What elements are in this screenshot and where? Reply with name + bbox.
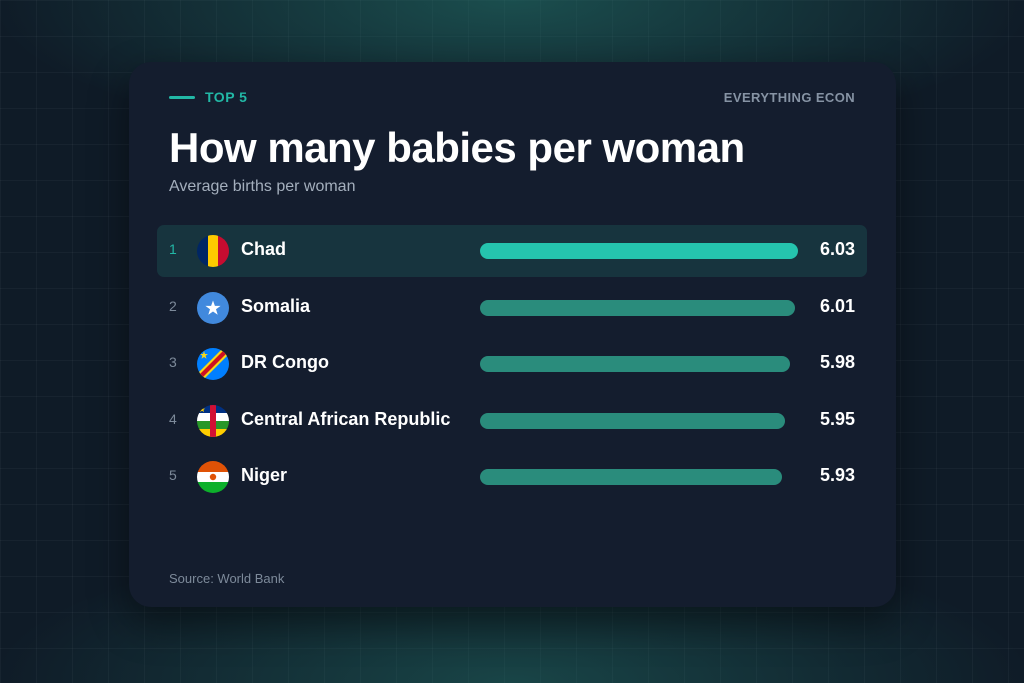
ranking-row-dr-congo: 3 DR Congo 5.98: [157, 338, 867, 390]
ranking-row-chad: 1 Chad 6.03: [157, 225, 867, 277]
country-name: Chad: [241, 239, 286, 259]
bar-track: [480, 412, 798, 429]
rank-label: 4: [169, 410, 177, 427]
top-tag: TOP 5: [205, 89, 248, 105]
value-label: 5.98: [819, 352, 855, 372]
ranking-row-niger: 5 Niger 5.93: [157, 451, 867, 503]
country-name: Central African Republic: [241, 408, 451, 429]
source-note: Source: World Bank: [169, 571, 285, 586]
chart-title: How many babies per woman: [169, 124, 745, 171]
chart-card: TOP 5 EVERYTHING ECON How many babies pe…: [129, 62, 896, 607]
bar-central-african-republic: [480, 412, 786, 429]
bar-somalia: [480, 299, 795, 316]
tag-accent-line: [169, 96, 195, 99]
somalia-flag-icon: [197, 291, 229, 324]
brand-label: EVERYTHING ECON: [723, 90, 855, 105]
ranking-row-central-african-republic: 4 Central African Republic 5.95: [157, 395, 867, 447]
bar-track: [480, 356, 798, 372]
niger-flag-icon: [197, 461, 229, 493]
bar-track: [480, 243, 798, 259]
value-label: 6.03: [819, 239, 855, 259]
country-name: Niger: [241, 465, 288, 485]
bar-dr-congo: [480, 356, 791, 372]
ranking-row-somalia: 2 Somalia 6.01: [157, 282, 867, 334]
rank-label: 2: [169, 297, 177, 314]
value-label: 5.95: [819, 408, 855, 429]
dr-congo-flag-icon: [197, 348, 229, 380]
chad-flag-icon: [197, 235, 229, 267]
value-label: 6.01: [819, 295, 855, 316]
rank-label: 5: [169, 467, 177, 483]
rank-label: 3: [169, 354, 177, 370]
ranking-list: 1 Chad 6.03 2 Somalia: [157, 225, 867, 508]
country-name: DR Congo: [241, 352, 329, 372]
bar-track: [480, 469, 798, 485]
bar-niger: [480, 469, 783, 485]
rank-label: 1: [169, 241, 177, 257]
country-name: Somalia: [241, 295, 311, 316]
central-african-republic-flag-icon: [197, 404, 229, 437]
chart-subtitle: Average births per woman: [169, 178, 356, 195]
bar-chad: [480, 243, 798, 259]
value-label: 5.93: [819, 465, 855, 485]
bar-track: [480, 299, 798, 316]
